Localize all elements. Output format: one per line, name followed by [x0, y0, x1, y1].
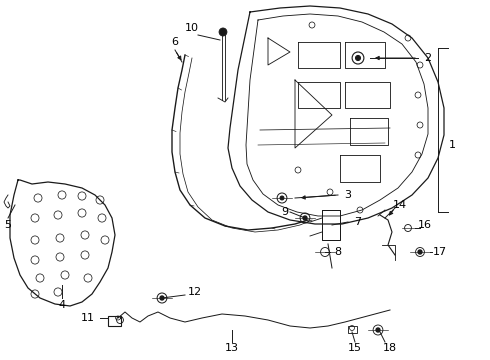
- Text: 17: 17: [433, 247, 447, 257]
- Circle shape: [280, 196, 284, 200]
- Text: 4: 4: [58, 300, 66, 310]
- FancyBboxPatch shape: [347, 325, 357, 333]
- Text: 1: 1: [448, 140, 456, 150]
- Text: 18: 18: [383, 343, 397, 353]
- Text: 16: 16: [418, 220, 432, 230]
- Text: 14: 14: [393, 200, 407, 210]
- Text: 7: 7: [354, 217, 362, 227]
- Text: 11: 11: [81, 313, 95, 323]
- Text: 13: 13: [225, 343, 239, 353]
- Text: 2: 2: [424, 53, 432, 63]
- Text: 9: 9: [281, 207, 289, 217]
- Text: 15: 15: [348, 343, 362, 353]
- Text: 3: 3: [344, 190, 351, 200]
- Circle shape: [303, 216, 307, 220]
- Circle shape: [356, 55, 361, 60]
- Text: 8: 8: [335, 247, 342, 257]
- Circle shape: [160, 296, 164, 300]
- Circle shape: [219, 28, 227, 36]
- Circle shape: [376, 328, 380, 332]
- FancyBboxPatch shape: [107, 315, 121, 325]
- Text: 5: 5: [4, 220, 11, 230]
- Circle shape: [418, 250, 422, 254]
- Text: 6: 6: [172, 37, 178, 47]
- Text: 12: 12: [188, 287, 202, 297]
- Text: 10: 10: [185, 23, 199, 33]
